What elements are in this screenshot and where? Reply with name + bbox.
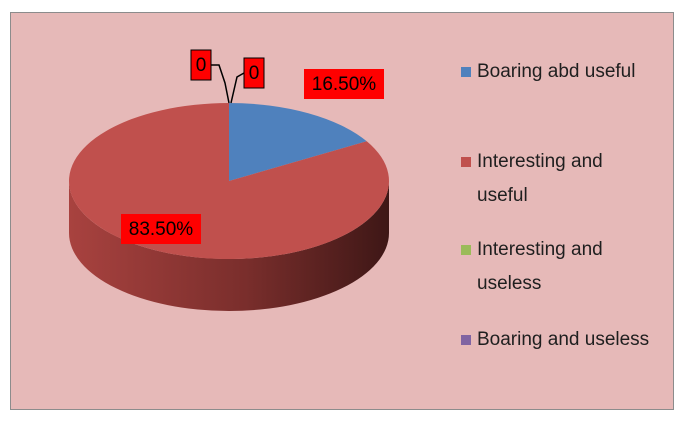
label-box — [190, 49, 212, 81]
legend-swatch — [461, 335, 471, 345]
leader-line — [211, 64, 230, 104]
label-box — [304, 69, 384, 99]
legend-label: Boaring abd useful — [477, 61, 636, 82]
legend-swatch — [461, 157, 471, 167]
chart: 16.50% 83.50% 0 0 — [68, 49, 389, 311]
legend-swatch — [461, 67, 471, 77]
label-box — [121, 214, 201, 244]
data-label: 83.50% — [129, 219, 194, 240]
chart-area: 16.50% 83.50% 0 0 Boaring abd useful Interes… — [10, 12, 674, 410]
legend-label: Interesting and useless — [477, 239, 603, 294]
data-label: 16.50% — [312, 74, 377, 95]
legend-label: Interesting and useful — [477, 151, 603, 206]
data-label: 0 — [196, 55, 207, 76]
slice — [229, 103, 367, 181]
label-box — [243, 57, 265, 89]
slice-side — [69, 181, 389, 311]
legend-swatch — [461, 245, 471, 255]
slice-top — [229, 103, 367, 181]
data-label: 0 — [249, 63, 260, 84]
legend-label: Boaring and useless — [477, 329, 650, 350]
leader-line — [230, 72, 245, 104]
